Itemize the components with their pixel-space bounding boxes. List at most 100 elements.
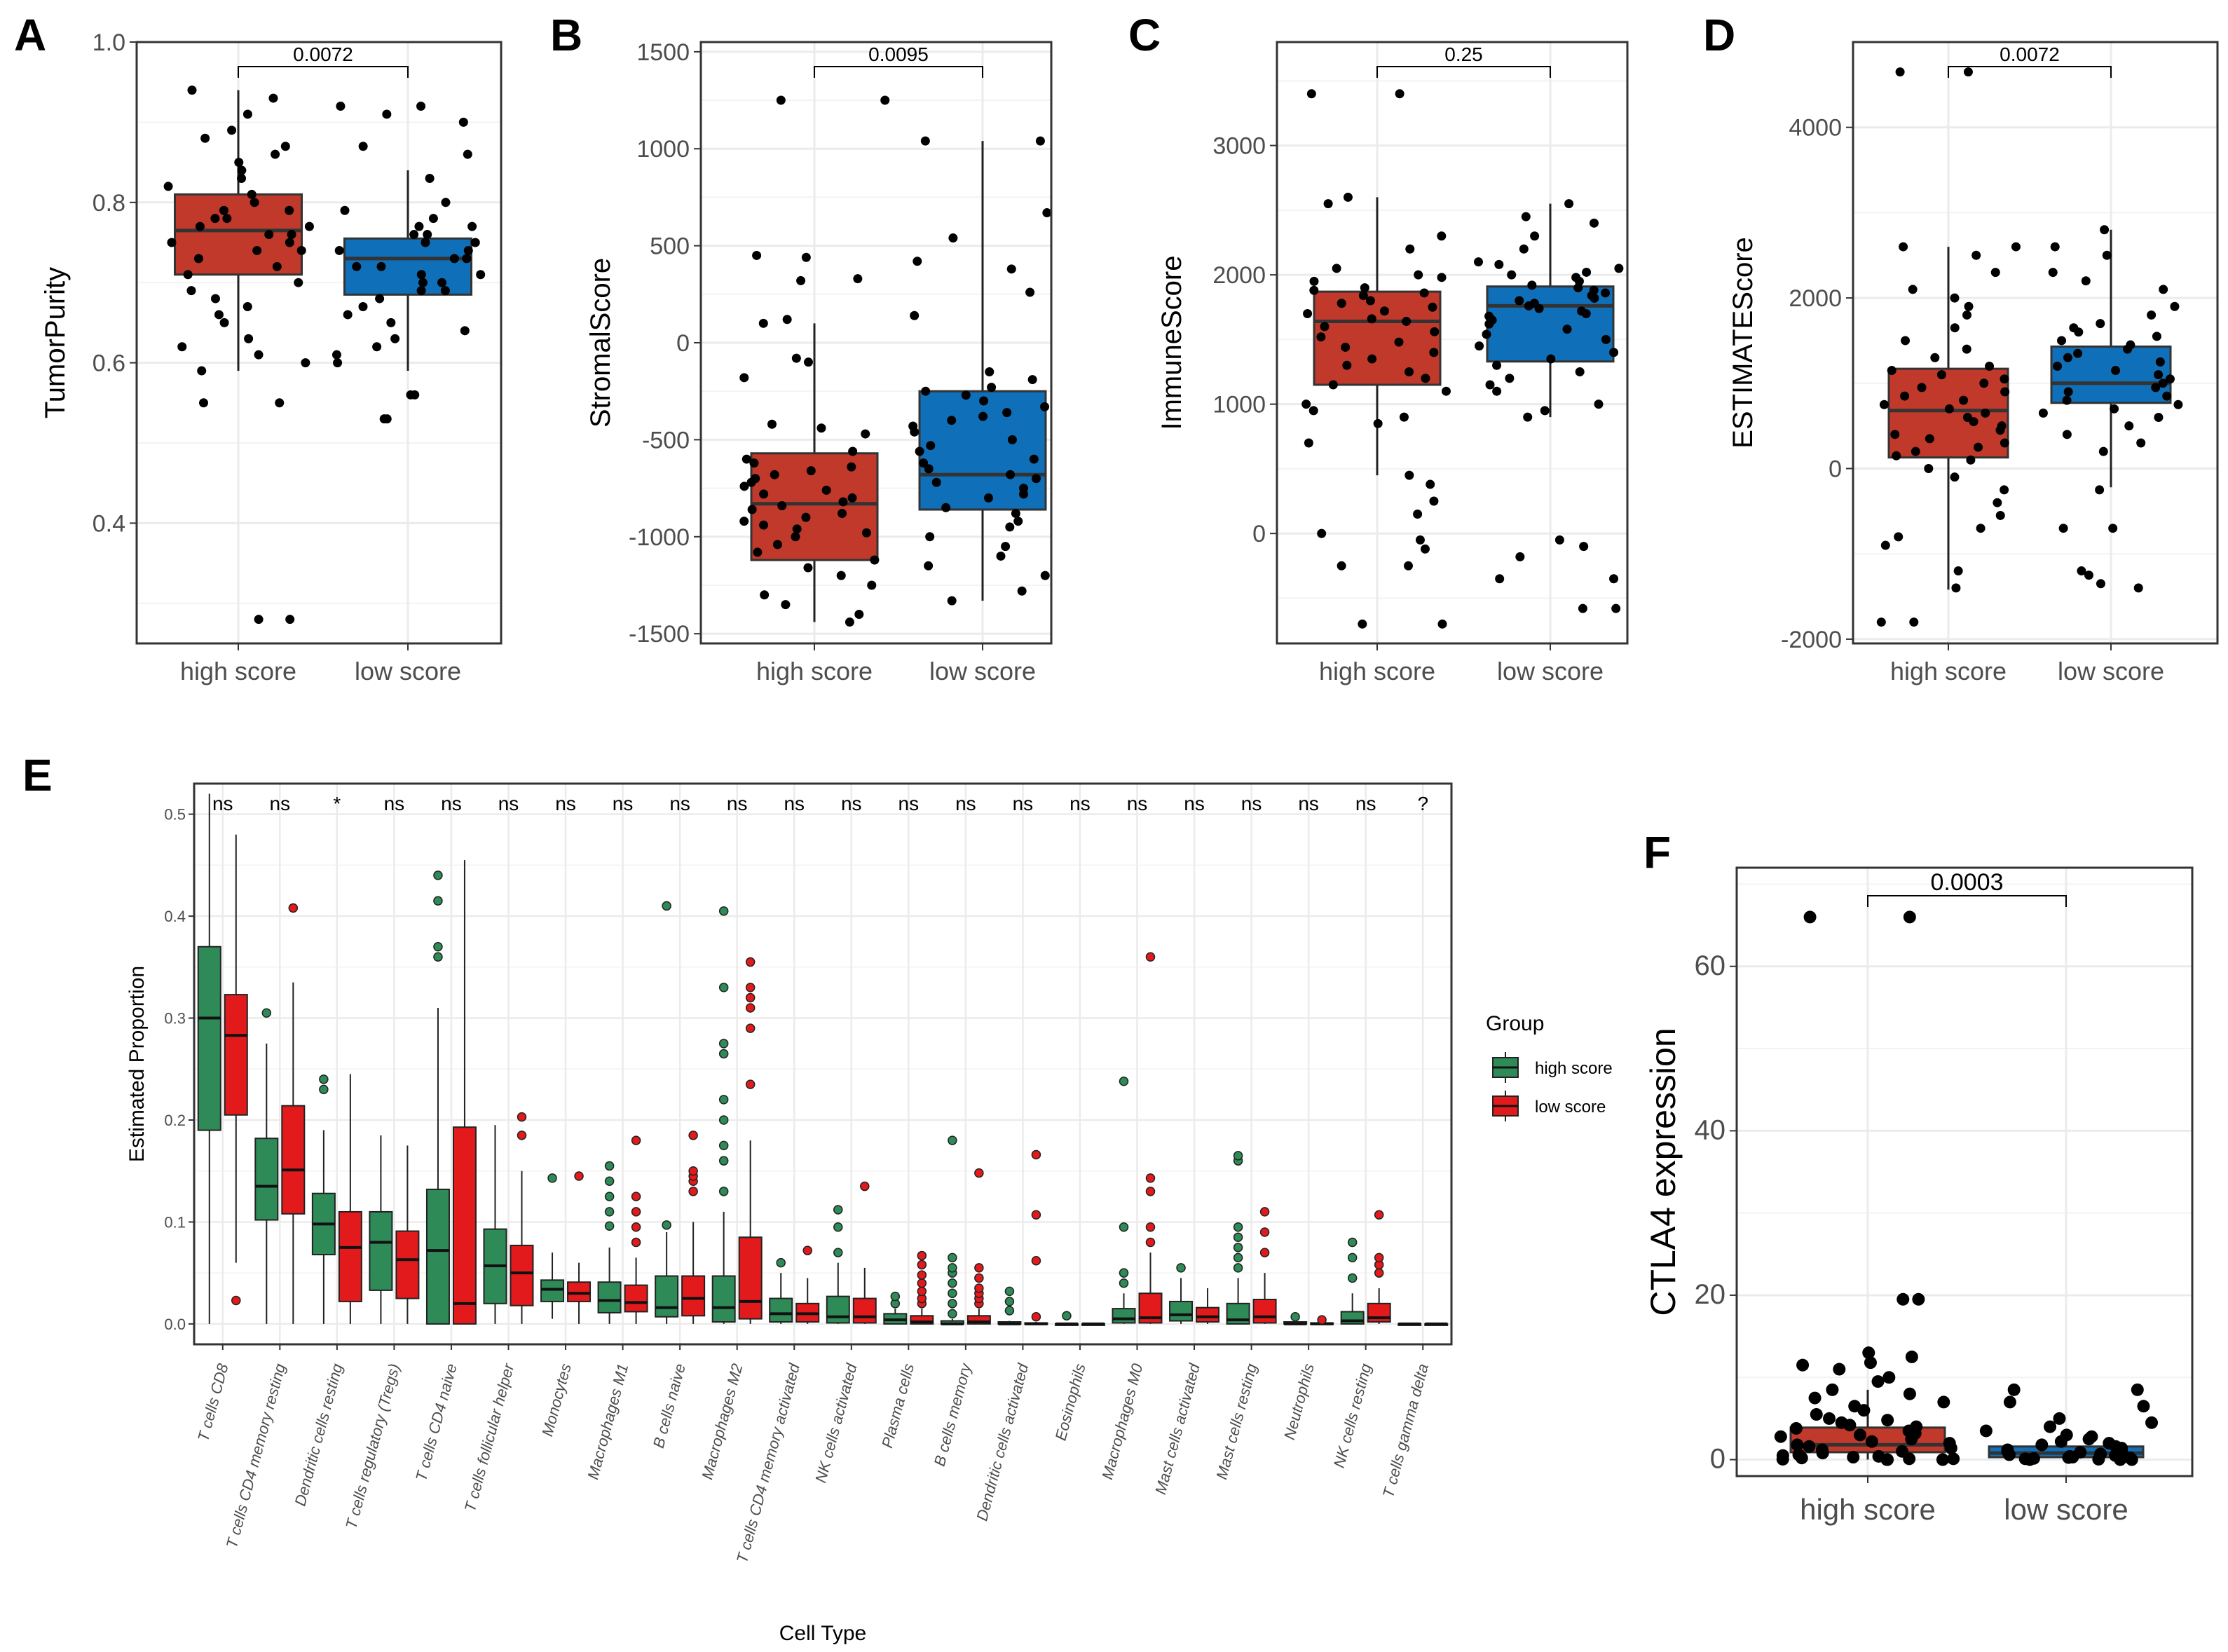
data-point: [2062, 430, 2072, 439]
y-axis-label: ESTIMATEScore: [1728, 237, 1758, 449]
x-category-label: Macrophages M2: [698, 1362, 746, 1482]
panel-label: E: [22, 750, 53, 800]
data-point: [463, 245, 473, 255]
data-point: [1341, 342, 1351, 352]
data-point: [739, 517, 749, 526]
box-low: [910, 1315, 934, 1325]
x-category-label: Monocytes: [538, 1362, 575, 1438]
y-axis-label: ImmuneScore: [1156, 256, 1187, 430]
data-point: [2170, 301, 2180, 311]
data-point: [252, 245, 262, 255]
data-point: [1485, 380, 1495, 390]
outlier-point: [948, 1263, 957, 1273]
y-tick-label: 0.4: [164, 908, 186, 925]
significance-label: ns: [784, 793, 805, 814]
data-point: [244, 334, 254, 343]
data-point: [423, 230, 432, 240]
data-point: [2048, 268, 2058, 278]
box-high: [540, 1279, 565, 1302]
data-point: [1925, 434, 1934, 444]
data-point: [1774, 1430, 1787, 1443]
data-point: [801, 252, 811, 262]
outlier-point: [833, 1248, 843, 1257]
data-point: [1484, 319, 1494, 329]
data-point: [1905, 1350, 1918, 1363]
significance-label: ns: [1127, 793, 1148, 814]
outlier-point: [917, 1286, 927, 1297]
outlier-point: [718, 983, 729, 992]
data-point: [2000, 438, 2009, 448]
data-point: [462, 254, 472, 264]
y-tick-label: 1.0: [93, 29, 125, 56]
outlier-point: [745, 992, 756, 1003]
y-tick-label: -2000: [1781, 627, 1842, 653]
data-point: [1903, 910, 1916, 924]
data-point: [1843, 1419, 1857, 1432]
data-point: [767, 419, 777, 429]
data-point: [198, 398, 208, 408]
x-category-label: Dendritic cells activated: [973, 1361, 1032, 1522]
significance-label: ns: [1298, 793, 1319, 814]
outlier-point: [604, 1192, 615, 1201]
data-point: [2096, 319, 2105, 329]
data-point: [1936, 370, 1946, 380]
data-point: [1803, 1440, 1816, 1453]
data-point: [1882, 1371, 1896, 1384]
data-point: [1029, 454, 1039, 464]
data-point: [880, 95, 890, 105]
data-point: [921, 386, 931, 396]
data-point: [272, 261, 282, 271]
data-point: [1005, 522, 1015, 532]
y-tick-label: 0: [676, 330, 690, 357]
data-point: [294, 278, 303, 287]
outlier-point: [1145, 952, 1156, 962]
box-high: [1169, 1300, 1194, 1322]
outlier-point: [974, 1283, 984, 1293]
data-point: [1876, 617, 1886, 627]
data-point: [1810, 1408, 1823, 1421]
data-point: [195, 221, 205, 231]
data-point: [2165, 374, 2175, 384]
data-point: [1358, 619, 1367, 629]
panel-C: C 0 1000 2000 3000 high score low score 0.25 Imm…: [1128, 10, 1629, 685]
data-point: [777, 500, 787, 510]
data-point: [821, 485, 831, 495]
data-point: [1979, 1424, 1993, 1438]
data-point: [247, 189, 257, 199]
data-point: [2002, 1448, 2016, 1461]
y-tick-label: 0.8: [93, 190, 125, 217]
box-high: [711, 1275, 736, 1323]
data-point: [2159, 285, 2168, 294]
data-point: [358, 142, 368, 151]
data-point: [1795, 1452, 1808, 1465]
data-point: [1035, 136, 1045, 146]
outlier-point: [231, 1295, 241, 1306]
x-category-label: Macrophages M1: [584, 1362, 631, 1482]
data-point: [285, 205, 294, 215]
y-axis-label: StromalScore: [585, 258, 616, 428]
outlier-point: [1347, 1237, 1358, 1248]
data-point: [418, 278, 428, 287]
plot-area: [137, 42, 501, 643]
x-category-label: B cells memory: [931, 1360, 976, 1468]
data-point: [760, 590, 770, 600]
box-low: [738, 1236, 763, 1320]
outlier-point: [1233, 1232, 1243, 1243]
outlier-point: [1290, 1311, 1300, 1322]
outlier-point: [631, 1222, 641, 1232]
outlier-point: [319, 1084, 329, 1095]
outlier-point: [718, 1039, 729, 1049]
data-point: [2100, 225, 2110, 235]
data-point: [1040, 571, 1050, 580]
data-point: [336, 102, 346, 111]
data-point: [759, 520, 769, 530]
outlier-point: [1233, 1263, 1243, 1273]
data-point: [1890, 430, 1900, 439]
data-point: [1611, 603, 1621, 613]
data-point: [1308, 406, 1318, 416]
data-point: [1303, 308, 1313, 318]
data-point: [1342, 360, 1352, 370]
data-point: [1494, 259, 1504, 269]
outlier-point: [745, 1003, 756, 1013]
data-point: [770, 470, 779, 479]
